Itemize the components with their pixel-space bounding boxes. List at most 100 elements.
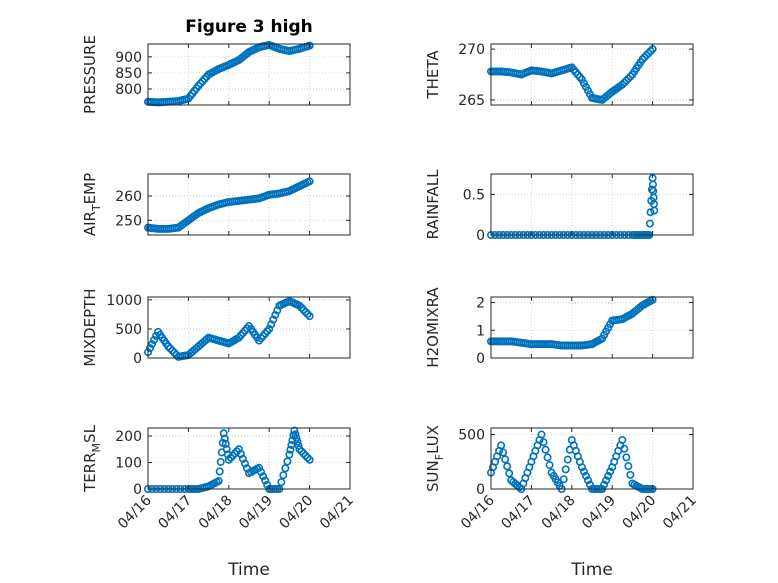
data-point [505, 469, 514, 478]
axes-background [148, 297, 350, 358]
axes-box [490, 296, 694, 359]
data-point [301, 307, 310, 316]
figure-title: Figure 3 high [185, 17, 313, 37]
data-point [606, 467, 615, 476]
axes-box [490, 173, 694, 236]
data-point [620, 78, 629, 87]
data-point [150, 335, 159, 344]
data-point [290, 426, 299, 435]
y-tick-label: 0 [476, 228, 485, 244]
y-tick-label: 2 [476, 296, 485, 312]
data-point [499, 448, 508, 457]
axes-background [491, 297, 693, 358]
axes-box [147, 427, 351, 490]
x-tick-label: 04/19 [236, 493, 276, 533]
y-tick-label: 1 [476, 323, 485, 339]
x-tick-label: 04/18 [196, 493, 236, 533]
data-point [563, 455, 572, 464]
data-point [585, 480, 594, 489]
data-point [497, 441, 506, 450]
data-point [294, 441, 303, 450]
data-point [579, 467, 588, 476]
subplot-2: 265 270 THETA [424, 42, 694, 109]
data-point [301, 451, 310, 460]
data-point [581, 471, 590, 480]
x-tick-label: 04/21 [660, 493, 700, 533]
data-point [503, 462, 512, 471]
data-point [292, 434, 301, 443]
data-point [624, 462, 633, 471]
data-point [228, 451, 237, 460]
data-point [618, 435, 627, 444]
data-point [219, 429, 228, 438]
data-point [216, 457, 225, 466]
data-point [620, 444, 629, 453]
data-point [164, 342, 173, 351]
y-axis-label: THETA [424, 50, 442, 100]
data-point [224, 455, 233, 464]
data-point [148, 340, 157, 349]
x-tick-label: 04/16 [115, 492, 155, 532]
subplot-8: 0 500 04/16 04/17 04/18 04/19 04/20 04/21 Time SU… [424, 425, 700, 580]
data-point [543, 453, 552, 462]
data-point [646, 47, 655, 56]
data-point [624, 74, 633, 83]
data-point [561, 465, 570, 474]
data-point [305, 177, 314, 186]
data-point [297, 447, 306, 456]
y-tick-label: 265 [458, 93, 485, 109]
y-tick-label: 0 [133, 351, 142, 367]
axes-background [148, 428, 350, 489]
data-point [640, 53, 649, 62]
y-axis-label: MIXDEPTH [81, 288, 99, 366]
data-point [281, 464, 290, 473]
subplot-5: 0 500 1000 MIXDEPTH [81, 288, 351, 367]
data-point [642, 51, 651, 60]
data-point [644, 49, 653, 58]
data-point [214, 477, 223, 486]
data-point [271, 311, 280, 320]
x-tick-label: 04/20 [277, 493, 317, 533]
data-point [305, 41, 314, 50]
y-tick-label: 250 [115, 213, 142, 229]
data-point [288, 436, 297, 445]
data-point [222, 445, 231, 454]
data-point [265, 324, 274, 333]
axes-background [491, 174, 693, 235]
y-tick-label: 500 [458, 428, 485, 444]
axes-box [490, 43, 694, 106]
data-point [303, 310, 312, 319]
data-point [622, 76, 631, 85]
data-point [226, 453, 235, 462]
y-tick-label: 270 [458, 42, 485, 58]
data-point [646, 208, 655, 217]
data-point [626, 72, 635, 81]
data-point [255, 463, 264, 472]
data-point [645, 219, 654, 228]
x-tick-label: 04/17 [498, 493, 538, 533]
y-axis-label: AIRTEMP [81, 173, 103, 236]
axes-box [147, 173, 351, 236]
data-point [626, 470, 635, 479]
data-point [215, 467, 224, 476]
subplot-7: 0 100 200 04/16 04/17 04/18 04/19 04/20 04/21 Tim… [81, 424, 357, 580]
y-axis-label: SUNFLUX [424, 425, 446, 492]
x-tick-label: 04/21 [317, 493, 357, 533]
data-point [285, 450, 294, 459]
y-axis-label: RAINFALL [424, 169, 442, 240]
y-axis-label: TERRMSL [81, 424, 103, 493]
data-point [650, 206, 659, 215]
data-point [501, 455, 510, 464]
data-point [279, 471, 288, 480]
data-point [277, 478, 286, 487]
data-point [146, 344, 155, 353]
data-point [297, 303, 306, 312]
data-point [305, 455, 314, 464]
data-point [221, 439, 230, 448]
data-point [559, 475, 568, 484]
y-tick-label: 900 [115, 50, 142, 66]
data-point [545, 461, 554, 470]
x-axis-label: Time [227, 560, 270, 580]
